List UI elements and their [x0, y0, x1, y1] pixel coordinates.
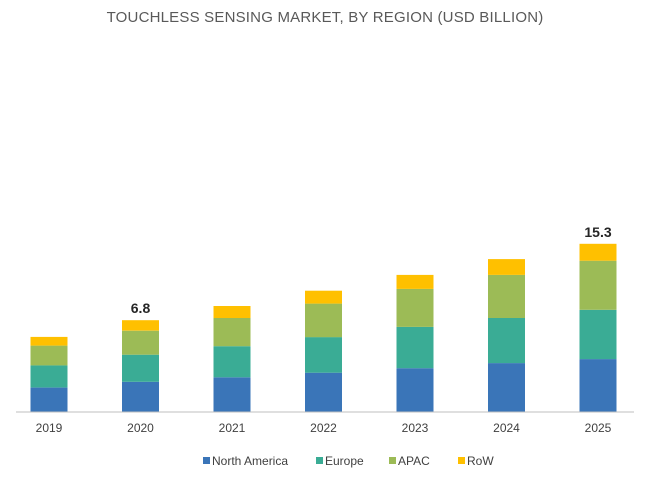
legend-swatch-europe — [316, 457, 323, 464]
bar-row-2025 — [579, 243, 617, 261]
x-tick-label-2020: 2020 — [127, 421, 154, 435]
legend-item-north-america: North America — [203, 454, 288, 468]
bar-apac-2020 — [122, 330, 159, 355]
bar-row-2021 — [213, 306, 251, 318]
x-tick-label-2023: 2023 — [402, 421, 429, 435]
bar-north-america-2021 — [213, 377, 251, 412]
legend: North America Europe APAC RoW — [203, 454, 494, 468]
bar-apac-2023 — [396, 288, 434, 327]
chart-title: TOUCHLESS SENSING MARKET, BY REGION (USD… — [107, 9, 544, 26]
x-tick-label-2022: 2022 — [310, 421, 337, 435]
bar-north-america-2023 — [396, 368, 434, 412]
legend-swatch-apac — [389, 457, 396, 464]
x-tick-labels: 2019 2020 2021 2022 2023 2024 2025 — [36, 421, 612, 435]
bar-north-america-2019 — [30, 387, 68, 412]
data-labels: 6.8 15.3 — [131, 224, 612, 316]
bar-row-2022 — [305, 290, 342, 304]
legend-label-row: RoW — [467, 454, 494, 468]
x-tick-label-2019: 2019 — [36, 421, 63, 435]
bar-europe-2020 — [122, 354, 159, 382]
legend-label-north-america: North America — [212, 454, 288, 468]
bar-north-america-2025 — [579, 359, 617, 412]
legend-label-apac: APAC — [398, 454, 430, 468]
bar-apac-2021 — [213, 318, 251, 347]
data-label-2025: 15.3 — [584, 224, 611, 240]
x-tick-label-2024: 2024 — [493, 421, 520, 435]
bars-group — [30, 243, 617, 412]
bar-apac-2025 — [579, 260, 617, 310]
data-label-2020: 6.8 — [131, 300, 151, 316]
legend-swatch-row — [458, 457, 465, 464]
bar-europe-2025 — [579, 309, 617, 360]
x-tick-label-2021: 2021 — [219, 421, 246, 435]
bar-europe-2021 — [213, 346, 251, 378]
legend-label-europe: Europe — [325, 454, 364, 468]
bar-apac-2019 — [30, 345, 68, 366]
bar-apac-2022 — [305, 303, 342, 338]
bar-north-america-2022 — [305, 372, 342, 412]
bar-europe-2022 — [305, 337, 342, 373]
bar-europe-2019 — [30, 365, 68, 388]
legend-item-apac: APAC — [389, 454, 430, 468]
bar-europe-2024 — [488, 318, 525, 364]
bar-apac-2024 — [488, 274, 525, 318]
bar-row-2019 — [30, 336, 68, 346]
bar-north-america-2020 — [122, 381, 159, 412]
bar-north-america-2024 — [488, 363, 525, 412]
legend-item-row: RoW — [458, 454, 494, 468]
bar-europe-2023 — [396, 326, 434, 369]
bar-row-2023 — [396, 274, 434, 289]
bar-row-2024 — [488, 259, 525, 275]
x-tick-label-2025: 2025 — [585, 421, 612, 435]
legend-swatch-north-america — [203, 457, 210, 464]
legend-item-europe: Europe — [316, 454, 364, 468]
bar-row-2020 — [122, 320, 159, 331]
